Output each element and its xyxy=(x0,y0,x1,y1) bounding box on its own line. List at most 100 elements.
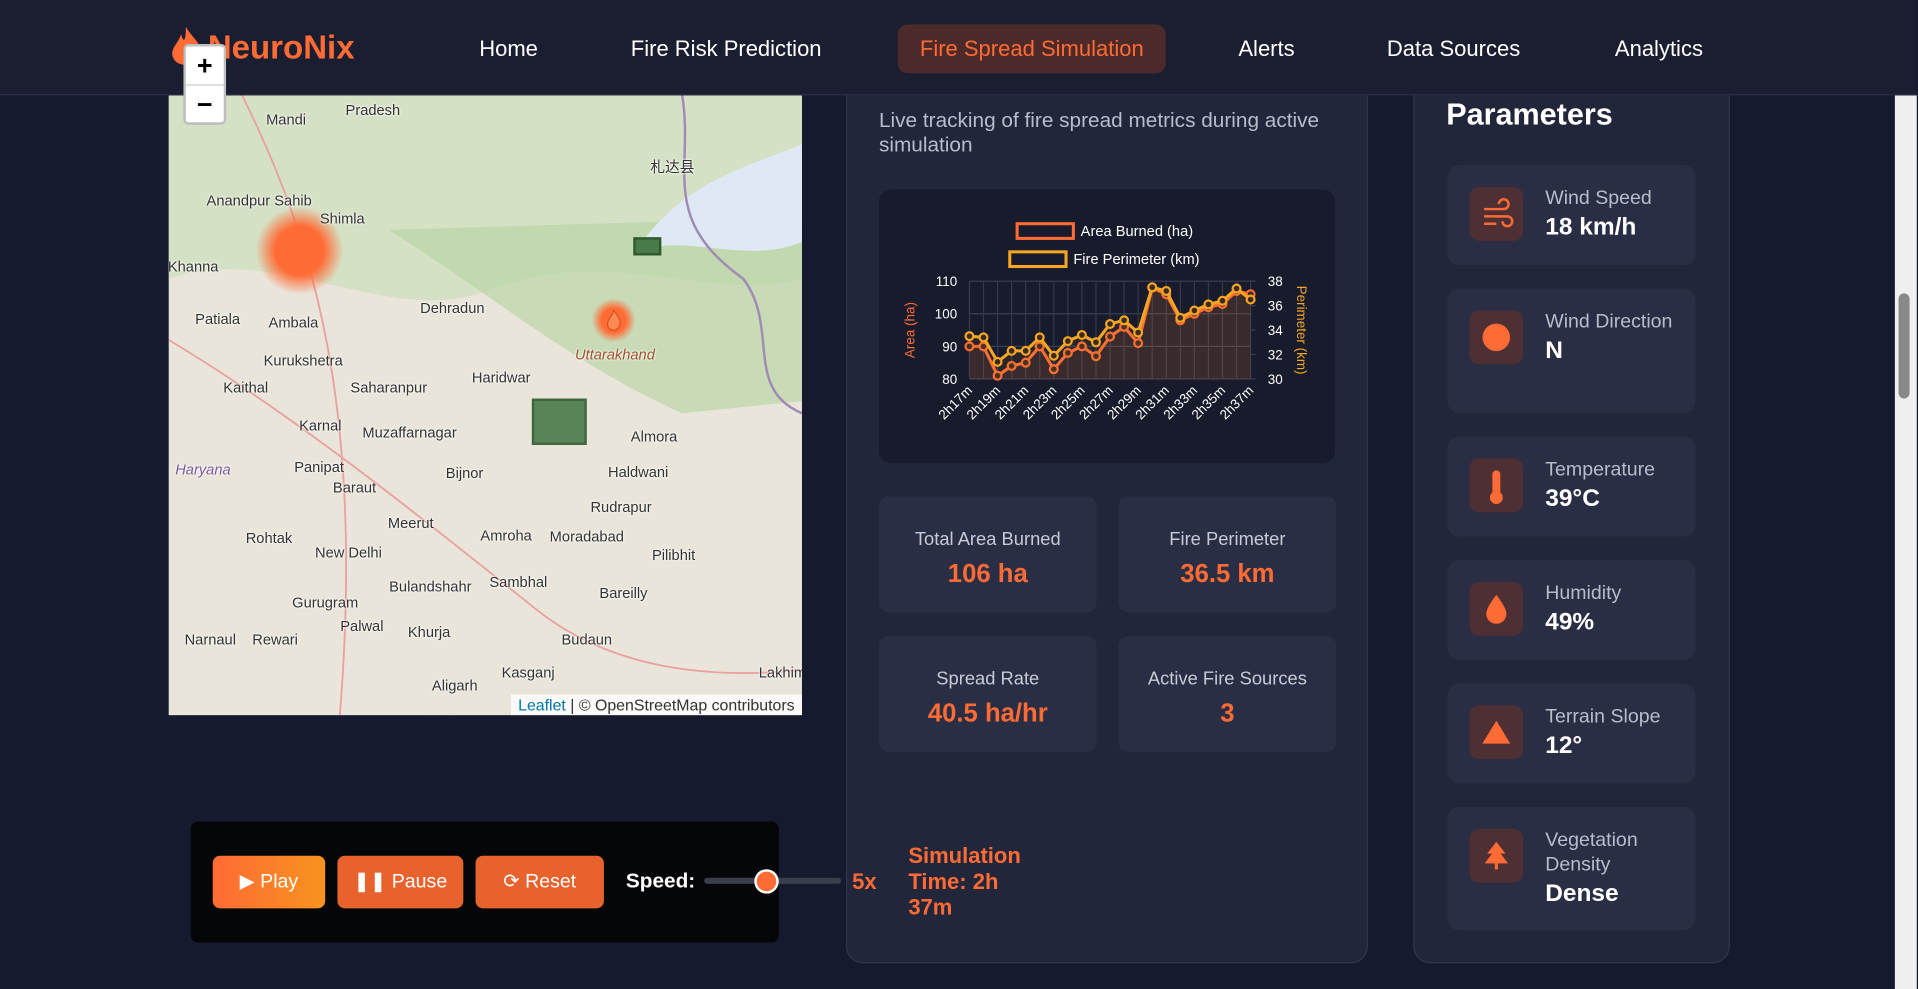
map-label: Kaithal xyxy=(223,378,269,397)
point xyxy=(1048,364,1059,375)
map-label: Karnal xyxy=(299,416,342,434)
map-label: Panipat xyxy=(294,458,344,476)
y2-tick-label: 38 xyxy=(1268,274,1283,289)
map-label: Amroha xyxy=(480,526,532,545)
map-layer xyxy=(168,95,802,716)
point xyxy=(1090,337,1101,348)
play-label: Play xyxy=(260,871,299,893)
point xyxy=(1217,295,1228,306)
map-label: Hathras xyxy=(429,713,480,715)
point xyxy=(1189,305,1200,316)
fire-zone[interactable] xyxy=(531,398,587,445)
metrics-subtitle: Live tracking of fire spread metrics dur… xyxy=(878,108,1320,157)
point xyxy=(1231,283,1242,294)
icon-shape xyxy=(1482,323,1511,352)
nav-link-active[interactable]: Fire Spread Simulation xyxy=(897,24,1166,74)
stat-card: Spread Rate 40.5 ha/hr xyxy=(878,635,1097,752)
point xyxy=(1034,341,1045,352)
icon xyxy=(1489,470,1503,504)
map-label: Bulandshahr xyxy=(389,578,472,596)
navbar: NeuroNix Home Fire Risk Prediction Fire … xyxy=(0,0,1917,96)
map-label: Patiala xyxy=(195,310,241,328)
map-label: Anandpur Sahib xyxy=(206,191,312,210)
icon-shape xyxy=(1484,841,1508,870)
nav-link[interactable]: Analytics xyxy=(1614,36,1703,62)
map-label: Almora xyxy=(630,427,678,445)
map-label: Pradesh xyxy=(345,101,401,119)
parameter-value: 12° xyxy=(1545,732,1583,760)
point xyxy=(1062,336,1073,347)
zoom-control: + − xyxy=(183,44,227,125)
map-label: 札达县 xyxy=(650,158,695,176)
map-label: Haldwani xyxy=(607,463,669,481)
parameter-icon xyxy=(1469,581,1524,636)
zoom-in[interactable]: + xyxy=(185,46,224,86)
y2-tick-label: 30 xyxy=(1268,372,1283,387)
y-tick-label: 80 xyxy=(942,372,957,387)
brand[interactable]: NeuroNix xyxy=(207,29,355,67)
point xyxy=(1076,341,1087,352)
pause-button[interactable]: ❚❚ Pause xyxy=(337,855,464,909)
parameter-icon xyxy=(1469,705,1524,760)
icon xyxy=(1484,841,1508,870)
map-label: Narnaul xyxy=(184,630,236,648)
y2-tick-label: 32 xyxy=(1268,347,1283,362)
stat-card: Active Fire Sources 3 xyxy=(1118,635,1337,752)
nav-link[interactable]: Home xyxy=(479,36,538,62)
map-label: Sambhal xyxy=(489,573,548,591)
zoom-out[interactable]: − xyxy=(196,89,213,120)
stat-value: 36.5 km xyxy=(1180,559,1275,589)
point xyxy=(1006,345,1017,356)
y2-axis-title: Perimeter (km) xyxy=(1294,286,1309,375)
speed-value: 5x xyxy=(852,869,877,894)
scroll-thumb[interactable] xyxy=(1898,293,1910,399)
parameter-label: Terrain Slope 12° xyxy=(1545,705,1686,758)
icon-shape xyxy=(1489,470,1503,504)
reset-button[interactable]: ⟳ Reset xyxy=(475,855,604,909)
slider-knob[interactable] xyxy=(754,869,779,894)
map[interactable]: Pradesh Mandi Anandpur Sahib Shimla Khanna Pa… xyxy=(168,95,802,716)
point xyxy=(1133,338,1144,349)
parameter-icon xyxy=(1469,187,1524,241)
play-button[interactable]: ▶ Play xyxy=(212,855,326,909)
map-label: Palwal xyxy=(340,617,384,635)
map-label: Haridwar xyxy=(471,369,531,387)
icon-shape xyxy=(1486,594,1507,624)
parameter-card: Vegetation Density Dense xyxy=(1447,806,1696,931)
parameter-label: Temperature 39°C xyxy=(1545,458,1686,511)
parameter-value: 49% xyxy=(1545,608,1595,636)
parameters-title: Parameters xyxy=(1446,97,1613,133)
scrollbar[interactable] xyxy=(1894,95,1917,989)
parameter-card: Terrain Slope 12° xyxy=(1447,683,1696,784)
nav-link[interactable]: Alerts xyxy=(1238,36,1295,62)
map-label: Mandi xyxy=(266,111,307,129)
parameter-icon xyxy=(1469,310,1524,365)
parameter-value: 39°C xyxy=(1545,485,1600,513)
chart-box: 80 90 100 110 30 32 34 36 38 2h17m 2h19m 2h21m 2h23m… xyxy=(878,189,1335,464)
leaflet-link[interactable]: Leaflet xyxy=(518,695,566,714)
stat-label: Spread Rate xyxy=(936,668,1040,690)
fire-source[interactable] xyxy=(255,206,344,295)
nav-link[interactable]: Fire Risk Prediction xyxy=(630,36,822,62)
parameter-label: Humidity 49% xyxy=(1545,582,1686,636)
fire-zone[interactable] xyxy=(633,237,662,256)
map-label: Meerut xyxy=(387,514,434,532)
map-label: Khanna xyxy=(168,257,219,276)
point xyxy=(1020,357,1031,368)
map-label: New Delhi xyxy=(314,544,382,562)
map-label: Gurugram xyxy=(292,594,359,612)
parameter-card: Temperature 39°C xyxy=(1447,436,1696,537)
point xyxy=(1048,350,1059,361)
point xyxy=(1147,282,1158,293)
nav-link[interactable]: Data Sources xyxy=(1386,36,1521,62)
icon xyxy=(1482,720,1511,744)
legend-swatch xyxy=(1015,222,1075,240)
map-label: Rudrapur xyxy=(590,498,652,516)
point xyxy=(1133,327,1144,338)
parameter-icon xyxy=(1469,828,1524,883)
icon-shape xyxy=(1484,198,1514,228)
stat-card: Fire Perimeter 36.5 km xyxy=(1118,496,1337,613)
point xyxy=(1062,347,1073,358)
reset-label: Reset xyxy=(525,871,577,893)
